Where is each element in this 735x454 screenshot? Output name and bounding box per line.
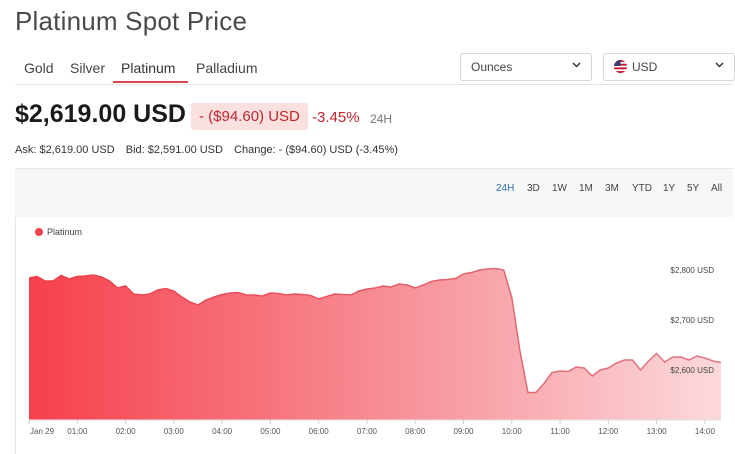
x-tick-label: 12:00 [598, 427, 619, 436]
x-tick-label: 10:00 [502, 427, 523, 436]
chart-legend[interactable]: Platinum [35, 227, 82, 237]
range-selector [15, 169, 733, 217]
x-tick-label: 07:00 [357, 427, 378, 436]
series-area-platinum [29, 268, 721, 420]
x-tick-label: 04:00 [212, 427, 233, 436]
range-1y[interactable]: 1Y [663, 183, 676, 194]
spot-price: $2,619.00 USD [15, 100, 186, 128]
x-tick-label: 09:00 [453, 427, 474, 436]
x-tick-label: Jan 29 [30, 427, 55, 436]
x-tick-label: 13:00 [647, 427, 668, 436]
currency-select[interactable]: USD [603, 53, 735, 81]
tab-gold[interactable]: Gold [24, 60, 54, 76]
currency-select-value: USD [632, 60, 658, 74]
price-change-badge: - ($94.60) USD [191, 103, 308, 130]
range-3m[interactable]: 3M [605, 183, 619, 194]
change-period: 24H [370, 112, 393, 126]
change-summary: Change: - ($94.60) USD (-3.45%) [234, 144, 398, 156]
x-tick-label: 14:00 [695, 427, 716, 436]
x-tick-label: 11:00 [550, 427, 570, 436]
range-24h[interactable]: 24H [496, 183, 515, 194]
range-1w[interactable]: 1W [552, 183, 567, 194]
range-ytd[interactable]: YTD [632, 183, 652, 194]
us-flag-icon [614, 60, 627, 73]
range-3d[interactable]: 3D [527, 183, 540, 194]
unit-select-value: Ounces [471, 60, 513, 74]
x-tick-label: 01:00 [67, 427, 88, 436]
quote-stats: Ask: $2,619.00 USD Bid: $2,591.00 USD Ch… [15, 144, 406, 156]
page-title: Platinum Spot Price [15, 6, 248, 36]
range-all[interactable]: All [711, 183, 723, 194]
chevron-down-icon [572, 62, 581, 68]
x-tick-label: 03:00 [164, 427, 185, 436]
y-tick-label: $2,800 USD [670, 266, 714, 275]
chevron-down-icon [715, 62, 724, 68]
series-line-platinum [28, 267, 722, 394]
active-tab-indicator [113, 81, 188, 83]
bid-price: Bid: $2,591.00 USD [125, 144, 223, 156]
unit-select[interactable]: Ounces [460, 53, 592, 81]
tab-palladium[interactable]: Palladium [196, 60, 258, 76]
legend-label: Platinum [47, 227, 83, 237]
y-tick-label: $2,700 USD [670, 316, 714, 325]
x-tick-label: 08:00 [405, 427, 426, 436]
range-1m[interactable]: 1M [579, 183, 593, 194]
x-tick-label: 05:00 [260, 427, 281, 436]
y-tick-label: $2,600 USD [670, 366, 714, 375]
metal-tabs: Gold Silver Platinum Palladium [15, 52, 733, 85]
range-5y[interactable]: 5Y [687, 183, 700, 194]
legend-swatch [35, 228, 43, 236]
ask-price: Ask: $2,619.00 USD [15, 144, 115, 156]
tab-silver[interactable]: Silver [70, 60, 106, 76]
x-tick-label: 02:00 [116, 427, 137, 436]
x-tick-label: 06:00 [309, 427, 330, 436]
price-change-percent: -3.45% [312, 109, 360, 126]
tab-platinum[interactable]: Platinum [121, 60, 176, 76]
